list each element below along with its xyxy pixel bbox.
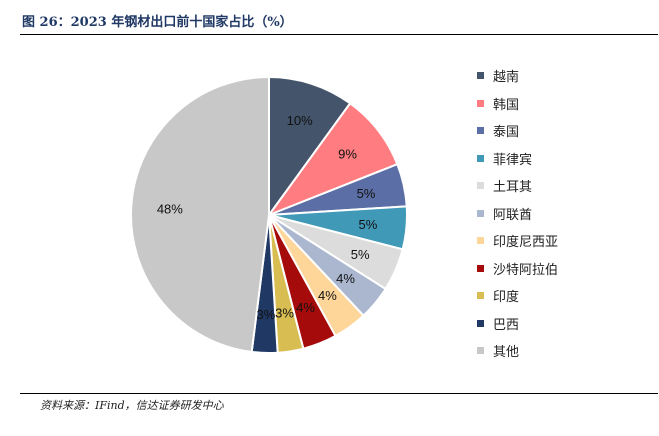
slice-label: 48% xyxy=(157,201,183,216)
slice-label: 9% xyxy=(338,147,357,162)
legend-swatch xyxy=(477,182,484,190)
slice-label: 4% xyxy=(318,288,337,303)
slice-label: 4% xyxy=(296,300,315,315)
legend-swatch xyxy=(477,319,484,327)
legend-swatch xyxy=(477,127,484,135)
slice-label: 10% xyxy=(287,113,313,128)
title-rule xyxy=(20,34,658,35)
legend-item: 巴西 xyxy=(477,310,558,338)
legend-swatch xyxy=(477,292,484,300)
legend-label: 巴西 xyxy=(493,317,520,333)
legend-label: 韩国 xyxy=(493,97,520,113)
legend-label: 印度尼西亚 xyxy=(493,235,559,251)
slice-label: 5% xyxy=(351,247,370,262)
legend-item: 印度 xyxy=(477,282,558,310)
legend-item: 越南 xyxy=(477,62,558,90)
legend-label: 越南 xyxy=(493,70,520,86)
legend-item: 印度尼西亚 xyxy=(477,227,558,255)
legend-swatch xyxy=(477,99,484,107)
legend-item: 土耳其 xyxy=(477,172,558,200)
legend-label: 沙特阿拉伯 xyxy=(493,262,559,278)
legend-label: 泰国 xyxy=(493,125,520,141)
slice-label: 3% xyxy=(256,307,275,322)
chart-legend: 越南韩国泰国菲律宾土耳其阿联酋印度尼西亚沙特阿拉伯印度巴西其他 xyxy=(477,62,558,365)
legend-label: 菲律宾 xyxy=(493,152,533,168)
pie-slice xyxy=(130,75,270,354)
pie-slice xyxy=(268,75,352,219)
slice-label: 5% xyxy=(359,217,378,232)
legend-item: 其他 xyxy=(477,337,558,365)
pie-slices xyxy=(130,75,409,354)
legend-label: 印度 xyxy=(493,290,520,306)
source-rule xyxy=(20,393,658,394)
slice-label: 5% xyxy=(357,186,376,201)
legend-label: 阿联酋 xyxy=(493,207,533,223)
legend-item: 沙特阿拉伯 xyxy=(477,255,558,283)
figure-title: 图 26：2023 年钢材出口前十国家占比（%） xyxy=(22,15,293,30)
legend-item: 韩国 xyxy=(477,90,558,118)
legend-item: 泰国 xyxy=(477,117,558,145)
pie-data-labels: 10%9%5%5%5%4%4%4%3%3%48% xyxy=(157,113,378,322)
legend-label: 土耳其 xyxy=(493,180,533,196)
legend-item: 菲律宾 xyxy=(477,145,558,173)
legend-swatch xyxy=(477,209,484,217)
legend-item: 阿联酋 xyxy=(477,200,558,228)
legend-swatch xyxy=(477,347,484,355)
slice-label: 3% xyxy=(275,306,294,321)
legend-label: 其他 xyxy=(493,345,520,361)
slice-label: 4% xyxy=(336,271,355,286)
legend-swatch xyxy=(477,154,484,162)
legend-swatch xyxy=(477,237,484,245)
legend-swatch xyxy=(477,72,484,80)
legend-swatch xyxy=(477,264,484,272)
source-note: 资料来源：IFind，信达证券研发中心 xyxy=(40,399,224,412)
